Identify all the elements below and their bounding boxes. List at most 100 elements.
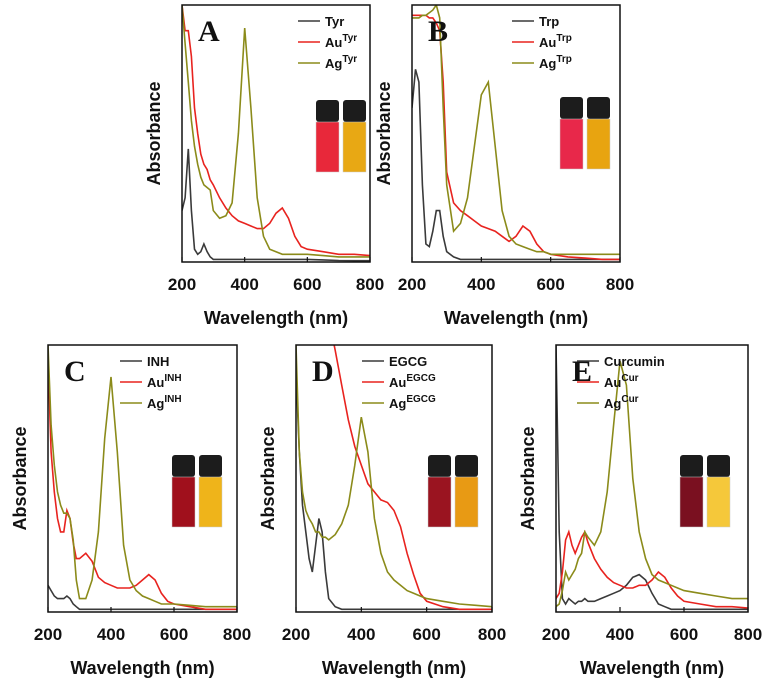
axes-frame — [47, 344, 238, 613]
legend-label: Trp — [539, 14, 559, 29]
vial-body — [586, 118, 611, 170]
vial-body — [559, 118, 584, 170]
legend-name: Curcumin — [604, 354, 665, 369]
vial-body — [171, 476, 196, 528]
panel-letter: E — [572, 355, 592, 388]
axes-frame — [411, 4, 621, 263]
x-tick-label: 600 — [160, 625, 188, 644]
panel-letter: D — [312, 355, 334, 388]
vial-body — [315, 121, 340, 173]
panel-letter: A — [198, 15, 220, 48]
legend-sup: Tyr — [342, 54, 357, 65]
spectrum-line — [333, 345, 492, 611]
spectrum-line — [556, 529, 748, 609]
spectrum-line — [182, 148, 370, 262]
x-tick-label: 600 — [412, 625, 440, 644]
vial-cap — [707, 455, 730, 477]
axes-frame — [181, 4, 371, 263]
legend-name: Ag — [604, 396, 621, 411]
legend-name: INH — [147, 354, 169, 369]
legend-label: INH — [147, 354, 169, 369]
spectrum-line — [556, 360, 748, 608]
x-axis-label: Wavelength (nm) — [580, 658, 724, 678]
x-tick-label: 400 — [230, 275, 258, 294]
x-tick-label: 200 — [168, 275, 196, 294]
y-axis-label: Absorbance — [374, 81, 394, 185]
legend-sup: Tyr — [342, 33, 357, 44]
legend-label: AgTrp — [539, 54, 572, 71]
legend-sup: INH — [164, 394, 181, 405]
legend-name: Au — [147, 375, 164, 390]
legend-label: AuINH — [147, 373, 182, 390]
x-tick-label: 400 — [467, 275, 495, 294]
vial-cap — [587, 97, 610, 119]
legend-label: Curcumin — [604, 354, 665, 369]
legend-name: Au — [389, 375, 406, 390]
x-tick-label: 800 — [734, 625, 762, 644]
x-tick-label: 200 — [34, 625, 62, 644]
spectrum-line — [182, 5, 370, 257]
spectrum-line — [48, 345, 237, 608]
x-axis-label: Wavelength (nm) — [322, 658, 466, 678]
x-axis-label: Wavelength (nm) — [70, 658, 214, 678]
legend-sup: Trp — [556, 54, 572, 65]
vial-body — [454, 476, 479, 528]
legend-label: AgCur — [604, 394, 639, 411]
vial-body — [427, 476, 452, 528]
x-tick-label: 200 — [398, 275, 426, 294]
x-tick-label: 800 — [478, 625, 506, 644]
x-tick-label: 600 — [293, 275, 321, 294]
spectrum-line — [48, 358, 237, 611]
vial-cap — [455, 455, 478, 477]
legend-name: EGCG — [389, 354, 427, 369]
y-axis-label: Absorbance — [144, 81, 164, 185]
vial-body — [679, 476, 704, 528]
legend-name: Ag — [147, 396, 164, 411]
vial-cap — [343, 100, 366, 122]
x-axis-label: Wavelength (nm) — [204, 308, 348, 328]
panel-letter: B — [428, 15, 448, 48]
x-tick-label: 800 — [223, 625, 251, 644]
spectrum-line — [412, 5, 620, 256]
vial-cap — [172, 455, 195, 477]
legend-name: Ag — [539, 56, 556, 71]
panel: 200 400 600 800 Wavelength (nm) Absorbance A Ty… — [144, 4, 384, 328]
legend-sup: Cur — [621, 373, 638, 384]
legend-label: AgINH — [147, 394, 182, 411]
vial-body — [198, 476, 223, 528]
spectrum-line — [296, 345, 492, 608]
vial-body — [706, 476, 731, 528]
panel-letter: C — [64, 355, 86, 388]
legend-label: AuEGCG — [389, 373, 436, 390]
panel: 200 400 600 800 Wavelength (nm) Absorbance E Cu… — [518, 344, 762, 678]
x-tick-label: 200 — [542, 625, 570, 644]
legend-name: Au — [539, 35, 556, 50]
vial-cap — [199, 455, 222, 477]
vial-cap — [680, 455, 703, 477]
axes-frame — [295, 344, 493, 613]
legend-sup: Cur — [621, 394, 638, 405]
x-tick-label: 600 — [536, 275, 564, 294]
legend-label: EGCG — [389, 354, 427, 369]
legend-name: Tyr — [325, 14, 344, 29]
legend-label: Tyr — [325, 14, 344, 29]
legend-sup: EGCG — [406, 394, 436, 405]
panel: 200 400 600 800 Wavelength (nm) Absorbance C IN… — [10, 344, 251, 678]
y-axis-label: Absorbance — [518, 426, 538, 530]
x-tick-label: 200 — [282, 625, 310, 644]
legend-name: Au — [325, 35, 342, 50]
y-axis-label: Absorbance — [258, 426, 278, 530]
vial-cap — [560, 97, 583, 119]
vial-cap — [428, 455, 451, 477]
x-tick-label: 800 — [606, 275, 634, 294]
y-axis-label: Absorbance — [10, 426, 30, 530]
legend-label: AuCur — [604, 373, 639, 390]
spectrum-line — [296, 371, 492, 611]
legend-sup: INH — [164, 373, 181, 384]
legend-name: Ag — [325, 56, 342, 71]
x-axis-label: Wavelength (nm) — [444, 308, 588, 328]
spectrum-line — [556, 345, 748, 611]
spectrum-line — [412, 69, 620, 261]
legend-label: AuTyr — [325, 33, 357, 50]
